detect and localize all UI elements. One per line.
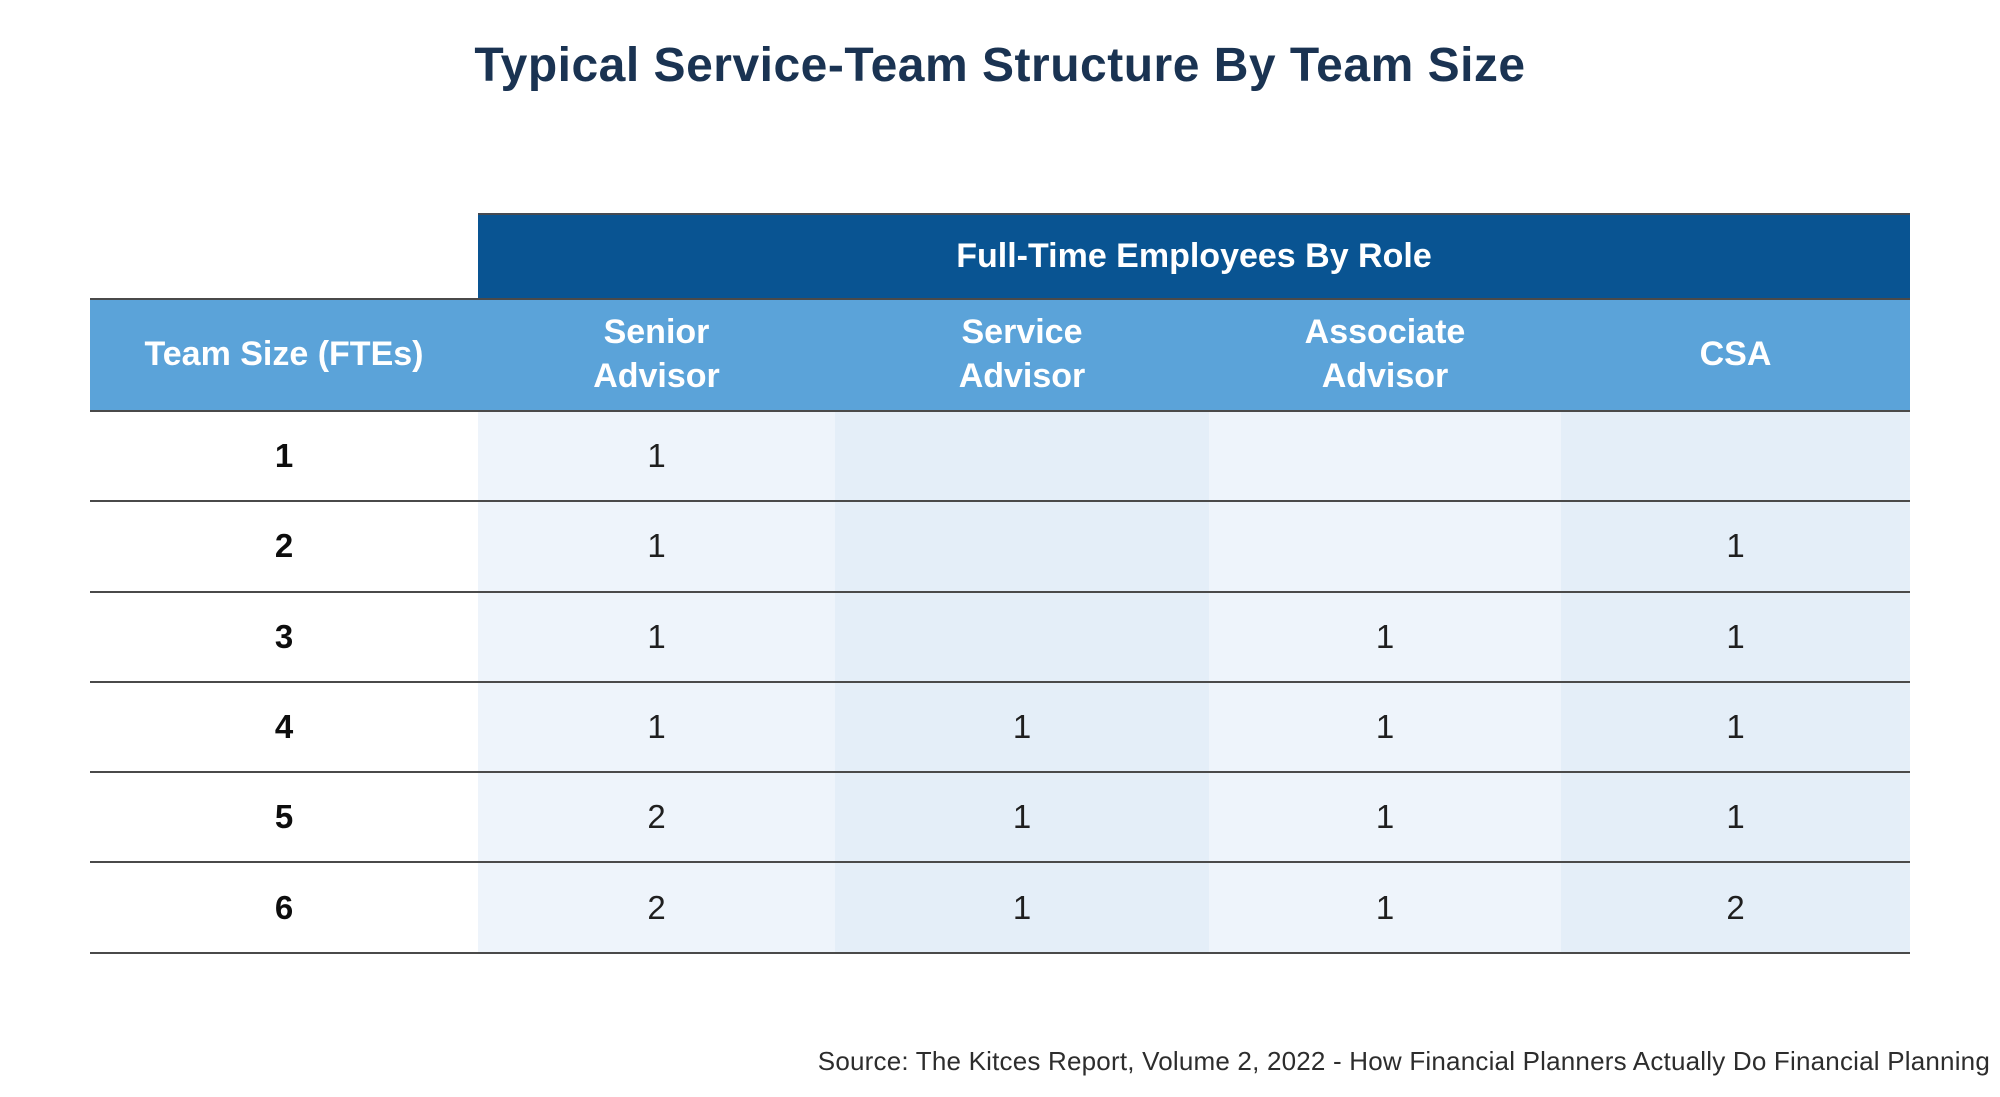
cell-service-advisor: 1: [835, 863, 1209, 952]
group-header-full-time-employees: Full-Time Employees By Role: [478, 213, 1910, 298]
table-row: 3 1 1 1: [90, 592, 1910, 683]
cell-senior-advisor: 1: [478, 592, 835, 681]
cell-associate-advisor: 1: [1209, 682, 1561, 772]
cell-team-size: 4: [90, 682, 478, 772]
table-row: 1 1: [90, 412, 1910, 503]
cell-service-advisor: [835, 502, 1209, 591]
cell-associate-advisor: 1: [1209, 863, 1561, 952]
cell-senior-advisor: 1: [478, 502, 835, 591]
cell-team-size: 6: [90, 863, 478, 952]
cell-csa: 1: [1561, 502, 1910, 591]
column-header-row: Team Size (FTEs) Senior Advisor Service …: [90, 298, 1910, 412]
cell-csa: 1: [1561, 682, 1910, 772]
cell-senior-advisor: 2: [478, 863, 835, 952]
column-header-csa: CSA: [1699, 335, 1772, 374]
cell-csa: 2: [1561, 863, 1910, 952]
table-row: 6 2 1 1 2: [90, 863, 1910, 954]
table-row: 4 1 1 1 1: [90, 682, 1910, 774]
column-header-team-size: Team Size (FTEs): [144, 335, 424, 374]
cell-service-advisor: 1: [835, 773, 1209, 862]
cell-team-size: 1: [90, 412, 478, 501]
cell-associate-advisor: 1: [1209, 592, 1561, 681]
cell-associate-advisor: [1209, 502, 1561, 591]
cell-team-size: 2: [90, 502, 478, 591]
cell-senior-advisor: 1: [478, 682, 835, 772]
cell-senior-advisor: 2: [478, 773, 835, 862]
cell-service-advisor: [835, 592, 1209, 681]
cell-service-advisor: [835, 412, 1209, 501]
cell-team-size: 5: [90, 773, 478, 862]
group-header-spacer: [90, 213, 478, 298]
column-header-senior-advisor: Senior Advisor: [593, 313, 720, 395]
cell-team-size: 3: [90, 592, 478, 681]
table-row: 2 1 1: [90, 502, 1910, 593]
cell-csa: [1561, 412, 1910, 501]
cell-service-advisor: 1: [835, 682, 1209, 772]
cell-associate-advisor: [1209, 412, 1561, 501]
page-title: Typical Service-Team Structure By Team S…: [474, 39, 1526, 92]
column-header-service-advisor: Service Advisor: [958, 313, 1086, 395]
table-row: 5 2 1 1 1: [90, 773, 1910, 864]
group-header-row: Full-Time Employees By Role: [90, 213, 1910, 298]
team-structure-table: Full-Time Employees By Role Team Size (F…: [90, 213, 1910, 954]
column-header-associate-advisor: Associate Advisor: [1304, 313, 1466, 395]
cell-associate-advisor: 1: [1209, 773, 1561, 862]
cell-csa: 1: [1561, 773, 1910, 862]
cell-senior-advisor: 1: [478, 412, 835, 501]
cell-csa: 1: [1561, 592, 1910, 681]
source-citation: Source: The Kitces Report, Volume 2, 202…: [817, 1046, 1990, 1076]
